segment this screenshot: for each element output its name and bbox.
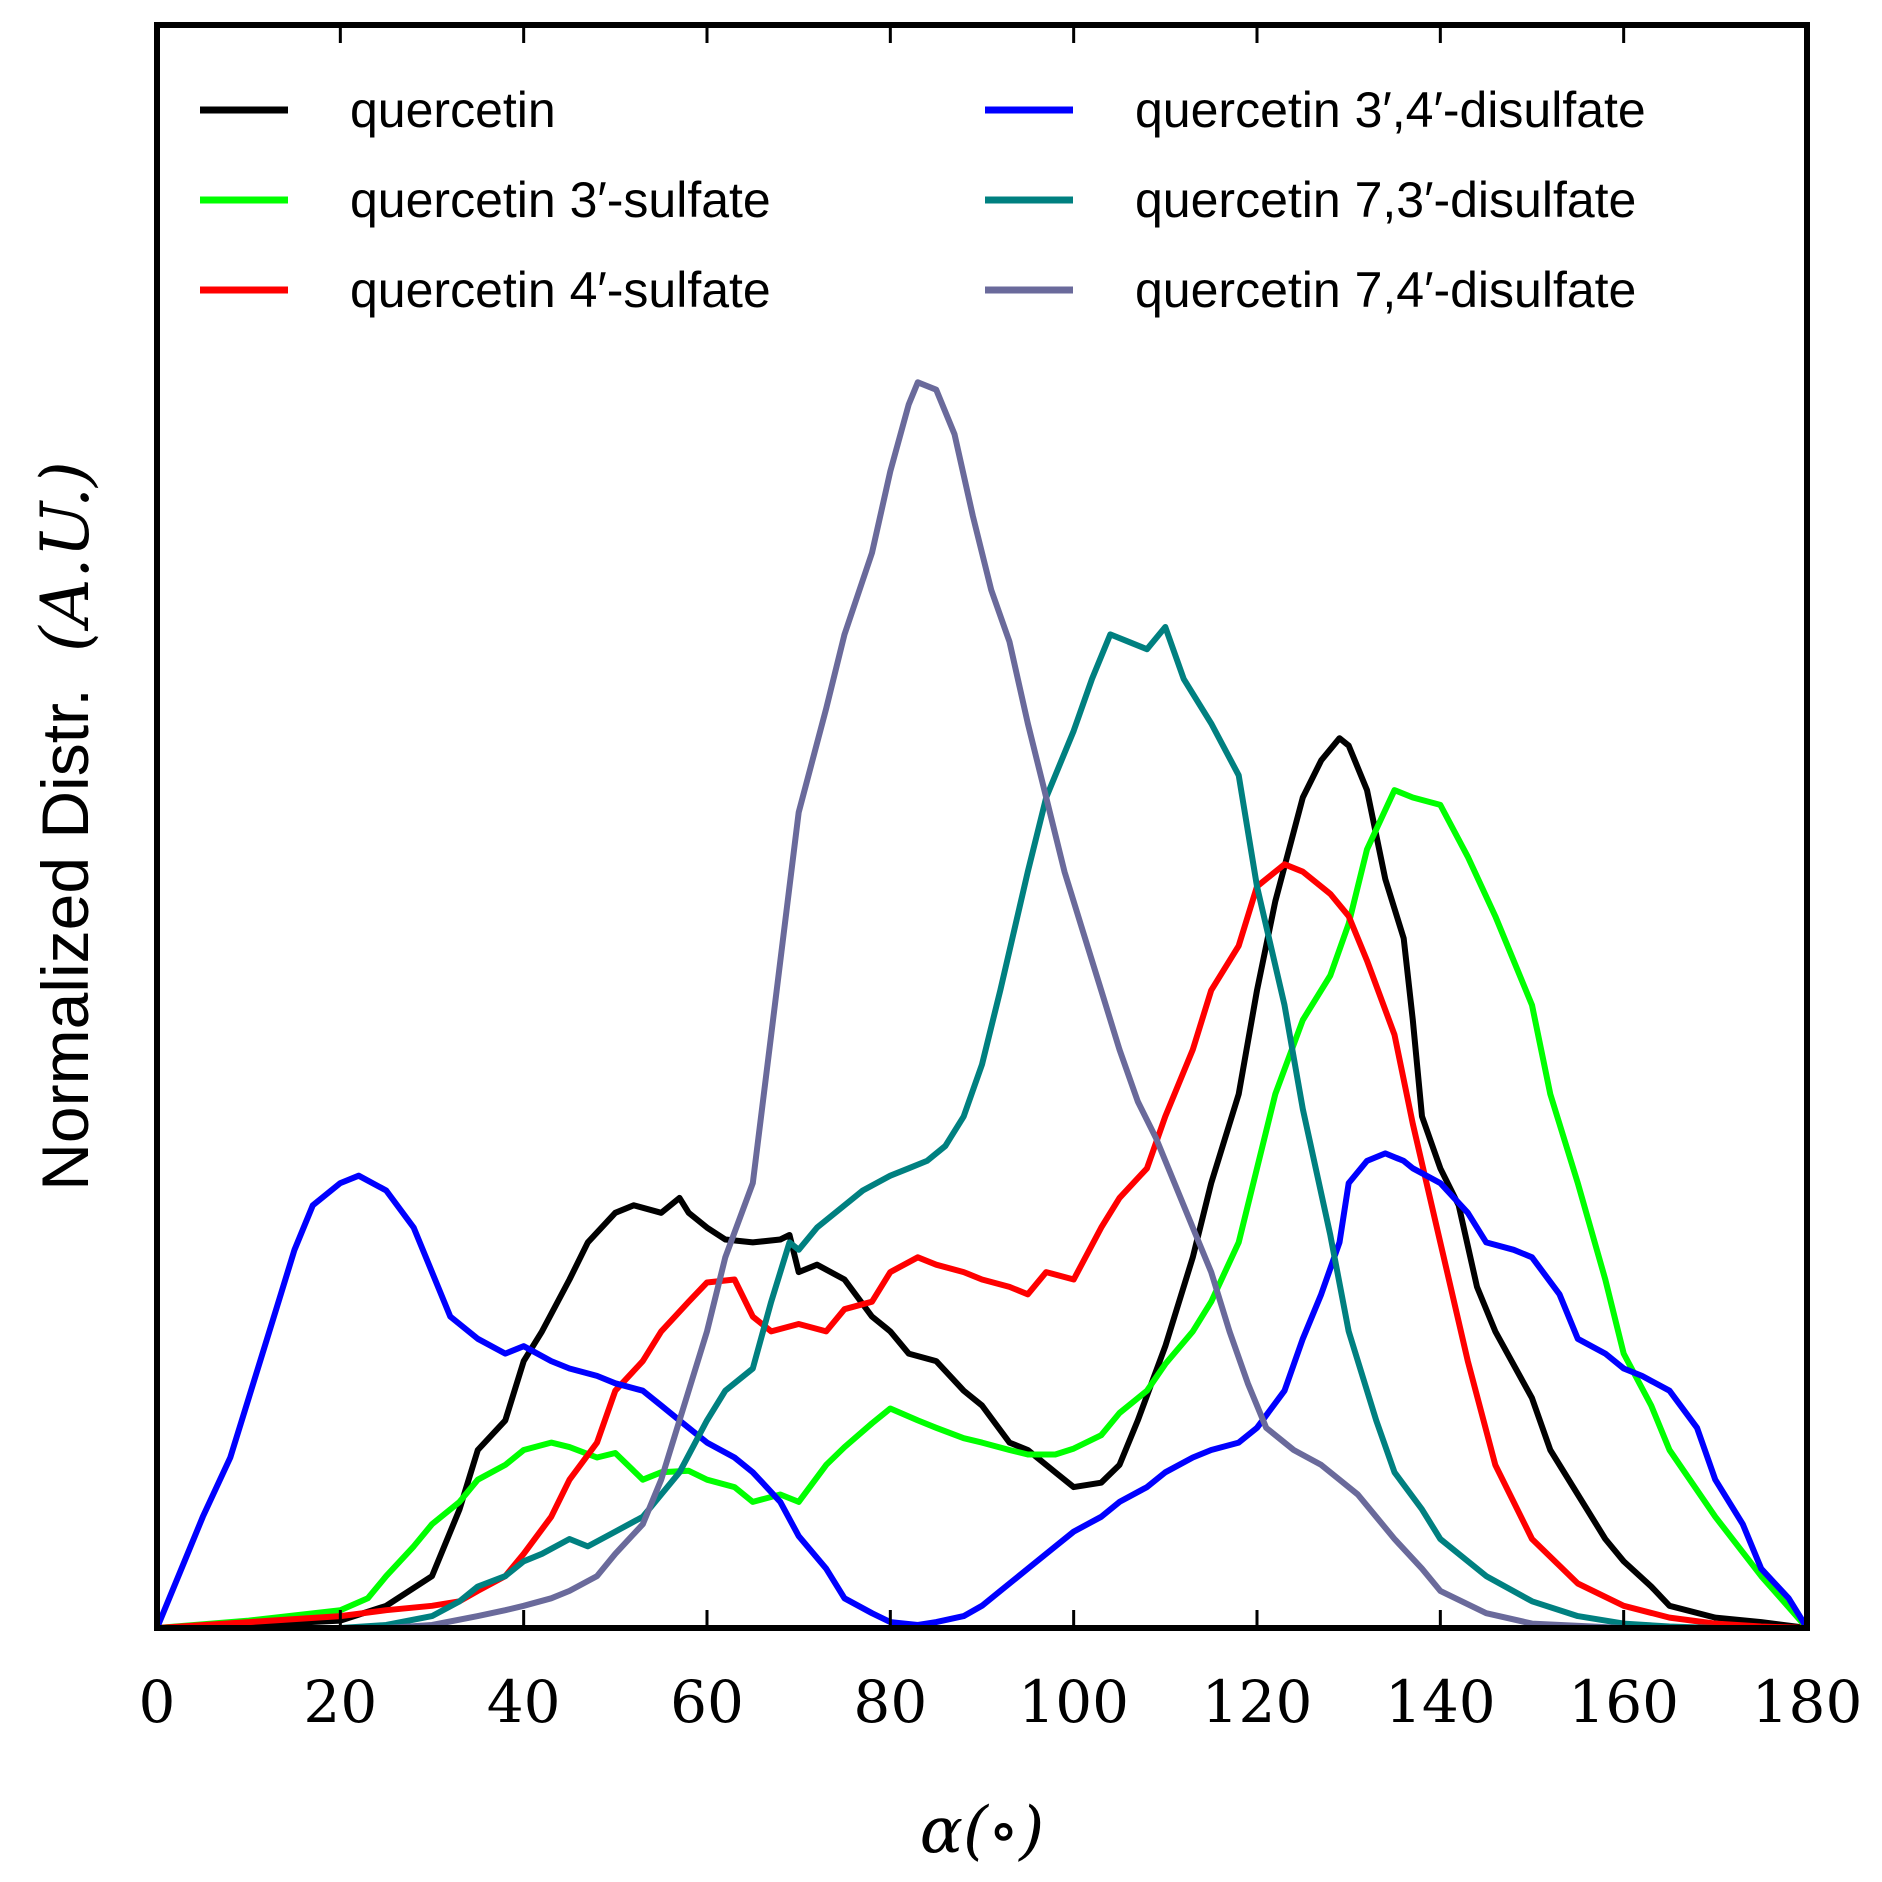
x-tick-label: 120 bbox=[1202, 1668, 1313, 1736]
x-tick-label: 0 bbox=[139, 1668, 176, 1736]
y-axis-title: Normalized Distr. (A.U.) bbox=[27, 461, 104, 1190]
legend-label: quercetin 3′,4′-disulfate bbox=[1135, 82, 1646, 138]
x-tick-label: 140 bbox=[1385, 1668, 1496, 1736]
legend-label: quercetin 3′-sulfate bbox=[350, 172, 771, 228]
x-tick-label: 20 bbox=[303, 1668, 377, 1736]
series-line-4 bbox=[154, 1150, 1810, 1631]
plot-frame bbox=[154, 22, 1810, 1631]
x-tick-label: 80 bbox=[853, 1668, 927, 1736]
series-line-5 bbox=[154, 624, 1810, 1631]
series-line-3 bbox=[154, 861, 1810, 1631]
series-line-2 bbox=[154, 787, 1810, 1631]
x-tick-label: 160 bbox=[1568, 1668, 1679, 1736]
series-line-6 bbox=[154, 379, 1810, 1631]
x-tick-label: 100 bbox=[1018, 1668, 1129, 1736]
x-tick-label: 60 bbox=[670, 1668, 744, 1736]
y-axis-title-unit: (A.U.) bbox=[27, 461, 104, 652]
x-tick-label: 40 bbox=[487, 1668, 561, 1736]
y-axis-title-text: Normalized Distr. bbox=[28, 688, 102, 1190]
legend-label: quercetin 4′-sulfate bbox=[350, 262, 771, 318]
series-line-1 bbox=[154, 735, 1810, 1631]
legend-label: quercetin 7,3′-disulfate bbox=[1135, 172, 1636, 228]
series-layer bbox=[154, 379, 1810, 1631]
legend: quercetin quercetin 3′-sulfate quercetin 4… bbox=[200, 82, 1646, 318]
x-tick-label: 180 bbox=[1752, 1668, 1863, 1736]
legend-label: quercetin bbox=[350, 82, 556, 138]
ticks-layer: 0 20 40 60 80 100 120 140 160 180 bbox=[139, 25, 1863, 1736]
x-axis-title: α(∘) bbox=[920, 1794, 1045, 1868]
legend-label: quercetin 7,4′-disulfate bbox=[1135, 262, 1636, 318]
